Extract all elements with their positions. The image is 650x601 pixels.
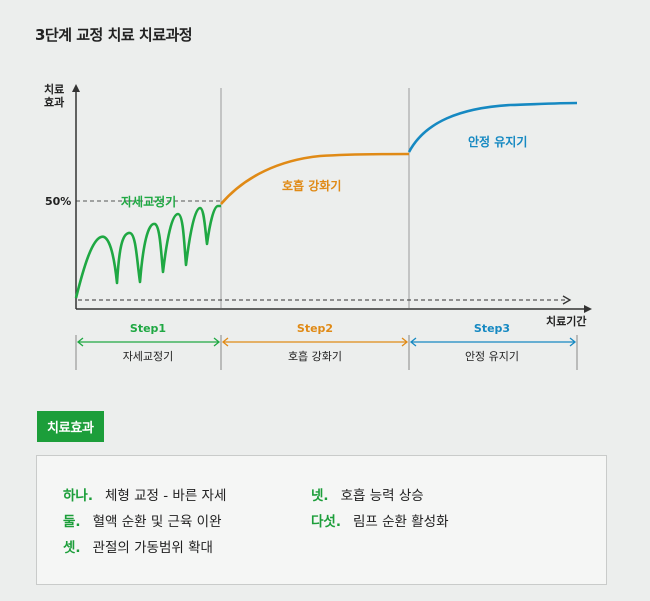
phase-2-curve-label: 호흡 강화기 xyxy=(282,178,341,193)
effect-marker: 하나. xyxy=(63,488,93,504)
y-axis-label-line-1: 치료 xyxy=(44,82,64,96)
effect-marker: 둘. xyxy=(63,514,81,530)
effect-item-5: 다섯. 림프 순환 활성화 xyxy=(311,510,449,530)
step-2-label: Step2 xyxy=(297,322,333,335)
y-axis-label-line-2: 효과 xyxy=(44,95,64,109)
page-title: 3단계 교정 치료 치료과정 xyxy=(35,26,193,44)
effect-marker: 다섯. xyxy=(311,514,341,530)
phase-1-name: 자세교정기 xyxy=(123,350,174,363)
effect-item-3: 셋. 관절의 가동범위 확대 xyxy=(63,536,213,556)
effects-panel: 하나. 체형 교정 - 바른 자세 둘. 혈액 순환 및 근육 이완 셋. 관절… xyxy=(36,455,607,585)
curve-phase-3 xyxy=(407,101,578,153)
step-3-span-arrow xyxy=(409,337,577,347)
effect-text: 관절의 가동범위 확대 xyxy=(92,540,213,556)
x-axis-label: 치료기간 xyxy=(546,314,586,328)
step-3-label: Step3 xyxy=(474,322,510,335)
step-1-span-arrow xyxy=(76,337,221,347)
phase-3-curve-label: 안정 유지기 xyxy=(468,134,527,149)
phase-3-name: 안정 유지기 xyxy=(465,350,519,363)
effects-badge: 치료효과 xyxy=(37,411,104,442)
curve-phase-1 xyxy=(74,204,221,299)
effect-item-2: 둘. 혈액 순환 및 근육 이완 xyxy=(63,510,222,530)
step-1-label: Step1 xyxy=(130,322,166,335)
treatment-process-diagram: 치료 효과 50% 치료기간 자세교정기 호흡 강화기 안정 유지기 Step1… xyxy=(44,82,592,370)
effect-item-4: 넷. 호흡 능력 상승 xyxy=(311,484,424,504)
effect-text: 혈액 순환 및 근육 이완 xyxy=(92,514,222,530)
step-2-span-arrow xyxy=(221,337,409,347)
y-tick-label-50: 50% xyxy=(45,195,71,208)
effect-item-1: 하나. 체형 교정 - 바른 자세 xyxy=(63,484,226,504)
baseline-guide-arrow xyxy=(562,295,572,305)
effect-marker: 넷. xyxy=(311,488,329,504)
effect-text: 림프 순환 활성화 xyxy=(352,514,449,530)
curve-phase-2 xyxy=(220,152,410,205)
phase-2-name: 호흡 강화기 xyxy=(288,349,342,363)
effect-text: 체형 교정 - 바른 자세 xyxy=(104,488,227,504)
phase-1-curve-label: 자세교정기 xyxy=(121,194,176,209)
effect-marker: 셋. xyxy=(63,540,81,556)
effect-text: 호흡 능력 상승 xyxy=(340,488,424,504)
